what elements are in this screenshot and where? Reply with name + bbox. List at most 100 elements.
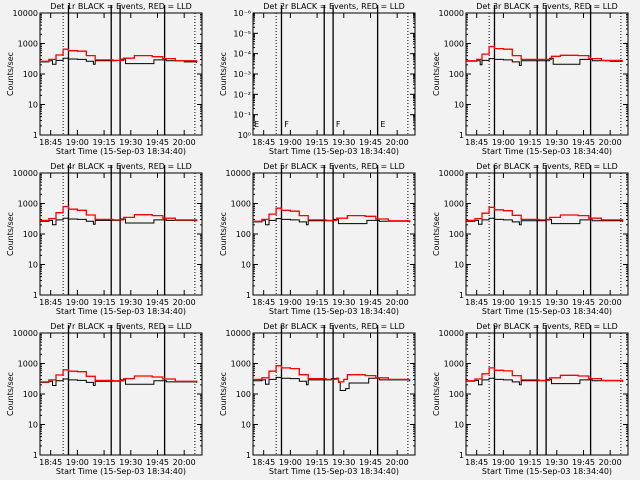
y-tick-label: 10⁰ (238, 131, 251, 140)
y-tick-label: 1000 (444, 360, 464, 369)
x-tick-label: 18:45 (465, 138, 488, 147)
panel-det-7: Det 7r BLACK = Events, RED = LLD 1 10 100 10… (6, 322, 203, 476)
y-tick-label: 1 (33, 291, 38, 300)
y-tick-label: 1000 (18, 360, 38, 369)
x-axis-label: Start Time (15-Sep-03 18:34:40) (482, 467, 612, 476)
plot-frame (465, 172, 629, 296)
chart-title: Det 6r BLACK = Events, RED = LLD (476, 162, 618, 171)
y-axis-label: Counts/sec (6, 372, 15, 416)
flag-annotation: F (336, 120, 341, 129)
series-events-black (466, 377, 624, 386)
x-tick-label: 19:45 (359, 138, 382, 147)
series-lld-red (40, 369, 198, 383)
panel-det-2: Det 2r BLACK = Events, RED = LLD 10⁰ 10⁻¹ 1… (219, 2, 416, 156)
y-tick-label: 10⁻⁶ (233, 9, 251, 18)
x-tick-label: 19:45 (572, 298, 595, 307)
series-events-black (253, 376, 411, 391)
x-tick-label: 19:45 (146, 298, 169, 307)
y-tick-label: 100 (236, 390, 251, 399)
y-tick-label: 10⁻¹ (233, 111, 251, 120)
y-tick-label: 100 (23, 390, 38, 399)
y-tick-label: 1000 (231, 200, 251, 209)
x-tick-label: 19:15 (519, 458, 542, 467)
x-tick-label: 19:00 (279, 298, 302, 307)
x-tick-label: 19:15 (306, 298, 329, 307)
y-tick-label: 10000 (226, 169, 251, 178)
x-tick-label: 19:15 (306, 138, 329, 147)
x-tick-label: 19:00 (66, 458, 89, 467)
y-tick-label: 10000 (13, 169, 38, 178)
x-tick-label: 20:00 (173, 458, 196, 467)
x-axis-label: Start Time (15-Sep-03 18:34:40) (482, 307, 612, 316)
y-axis-label: Counts/sec (6, 52, 15, 96)
x-tick-label: 20:00 (173, 298, 196, 307)
y-tick-label: 10 (28, 421, 38, 430)
x-tick-label: 19:00 (492, 298, 515, 307)
x-tick-label: 19:15 (93, 298, 116, 307)
x-tick-label: 19:30 (119, 458, 142, 467)
series-lld-red (253, 207, 411, 222)
plot-frame (39, 172, 203, 296)
y-tick-label: 100 (23, 70, 38, 79)
x-axis-label: Start Time (15-Sep-03 18:34:40) (269, 467, 399, 476)
plot-frame (39, 12, 203, 136)
x-tick-label: 18:45 (252, 298, 275, 307)
y-tick-label: 1 (459, 451, 464, 460)
series-events-black (466, 57, 623, 66)
x-tick-label: 19:30 (332, 138, 355, 147)
x-tick-label: 19:15 (93, 138, 116, 147)
x-tick-label: 19:00 (492, 138, 515, 147)
x-tick-label: 20:00 (386, 458, 409, 467)
y-axis-label: Counts/sec (219, 372, 228, 416)
x-tick-label: 19:00 (279, 138, 302, 147)
y-tick-label: 1000 (18, 200, 38, 209)
series-lld-red (466, 206, 624, 222)
x-tick-label: 19:45 (359, 458, 382, 467)
y-tick-label: 10000 (439, 169, 464, 178)
panel-det-5: Det 5r BLACK = Events, RED = LLD 1 10 100 10… (219, 162, 416, 316)
x-tick-label: 20:00 (386, 138, 409, 147)
y-tick-label: 10 (28, 101, 38, 110)
x-tick-label: 20:00 (599, 458, 622, 467)
plot-frame (252, 12, 416, 136)
plot-frame (465, 12, 629, 136)
x-tick-label: 18:45 (39, 298, 62, 307)
flag-annotation: F (284, 120, 289, 129)
x-tick-label: 19:30 (119, 138, 142, 147)
y-tick-label: 10⁻² (233, 90, 251, 99)
series-lld-red (466, 367, 624, 382)
chart-title: Det 1r BLACK = Events, RED = LLD (50, 2, 192, 11)
x-tick-label: 19:30 (545, 458, 568, 467)
y-tick-label: 10 (241, 261, 251, 270)
series-events-black (40, 378, 198, 386)
y-tick-label: 1000 (18, 40, 38, 49)
chart-title: Det 5r BLACK = Events, RED = LLD (263, 162, 405, 171)
y-tick-label: 100 (449, 230, 464, 239)
x-tick-label: 18:45 (465, 298, 488, 307)
series-lld-red (40, 205, 198, 222)
chart-title: Det 9r BLACK = Events, RED = LLD (476, 322, 618, 331)
panel-det-9: Det 9r BLACK = Events, RED = LLD 1 10 100 10… (432, 322, 629, 476)
y-axis-label: Counts/sec (6, 212, 15, 256)
y-tick-label: 1000 (444, 40, 464, 49)
x-tick-label: 19:00 (66, 298, 89, 307)
series-lld-red (466, 45, 623, 62)
x-axis-label: Start Time (15-Sep-03 18:34:40) (56, 307, 186, 316)
x-tick-label: 19:00 (279, 458, 302, 467)
x-tick-label: 18:45 (465, 458, 488, 467)
y-axis-label: Counts/sec (432, 372, 441, 416)
y-tick-label: 10⁻³ (233, 70, 251, 79)
y-axis-label: Counts/sec (219, 52, 228, 96)
y-tick-label: 10⁻⁴ (233, 50, 251, 59)
x-axis-label: Start Time (15-Sep-03 18:34:40) (482, 147, 612, 156)
panel-det-8: Det 8r BLACK = Events, RED = LLD 1 10 100 10… (219, 322, 416, 476)
x-axis-label: Start Time (15-Sep-03 18:34:40) (56, 147, 186, 156)
y-tick-label: 10 (28, 261, 38, 270)
y-tick-label: 10000 (226, 329, 251, 338)
y-tick-label: 1 (246, 451, 251, 460)
plot-frame (465, 332, 629, 456)
flag-annotation: E (254, 120, 259, 129)
x-tick-label: 19:45 (359, 298, 382, 307)
x-tick-label: 19:45 (146, 458, 169, 467)
